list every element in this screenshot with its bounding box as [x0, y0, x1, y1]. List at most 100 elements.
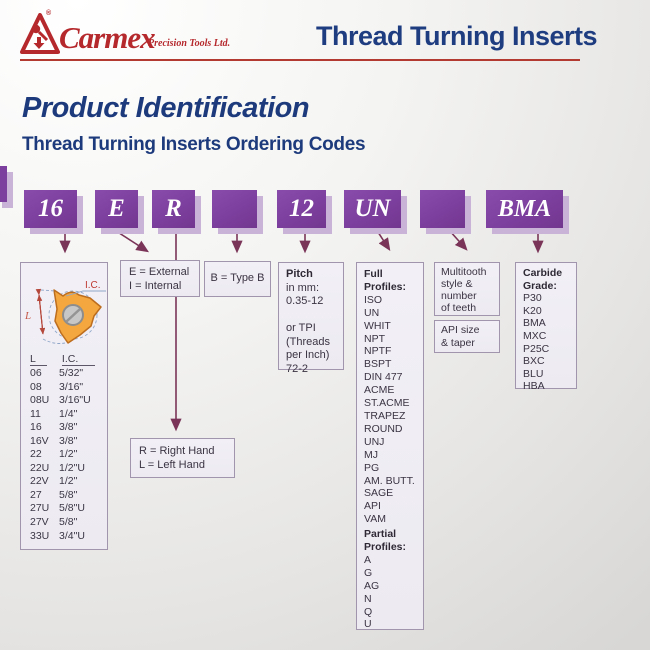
table-cell: 16V — [30, 434, 49, 447]
pitch-lines: in mm: 0.35-12 or TPI (Threads per Inch) 72-… — [286, 282, 343, 377]
table-cell: 11 — [30, 407, 41, 420]
list-item: ACME — [364, 384, 395, 397]
dimension-l-label: L — [24, 310, 31, 322]
list-item: 0.35-12 — [286, 295, 324, 307]
list-item: P30 — [523, 292, 542, 305]
table-cell: 22V — [30, 475, 49, 488]
table-row: 06 5/32" — [21, 367, 107, 381]
size-table-header-l: L — [30, 353, 47, 366]
table-row: 16V 3/8" — [21, 435, 107, 449]
list-item: API size — [441, 324, 480, 336]
decor-purple-sliver — [0, 166, 7, 202]
size-table: L I.C. 06 5/32" 08 3/16" 08U 3/16"U 11 1/4" 16 3/… — [21, 353, 107, 543]
profile-info-box: Full Profiles: ISO UN WHIT NPT NPTF BSPT DIN 4… — [356, 262, 424, 630]
list-item: U — [364, 618, 372, 631]
list-item: per Inch) — [286, 349, 330, 361]
section-subtitle: Thread Turning Inserts Ordering Codes — [22, 134, 366, 155]
list-item: MJ — [364, 448, 378, 461]
list-item: style & — [441, 278, 473, 291]
list-item: UNJ — [364, 435, 385, 448]
registered-mark: ® — [46, 10, 52, 17]
table-row: 08 3/16" — [21, 381, 107, 395]
list-item: or TPI — [286, 322, 316, 334]
list-item: I = Internal — [129, 280, 182, 292]
list-item: R = Right Hand — [139, 445, 215, 457]
list-item: ROUND — [364, 422, 403, 435]
brand-tagline: Precision Tools Ltd. — [148, 38, 231, 49]
table-cell: 1/2"U — [59, 461, 85, 474]
table-cell: 22U — [30, 461, 50, 474]
list-item: K20 — [523, 304, 542, 317]
list-item: L = Left Hand — [139, 459, 205, 471]
table-row: 08U 3/16"U — [21, 394, 107, 408]
type-b-info-box: B = Type B — [204, 261, 271, 297]
page-title: Thread Turning Inserts — [316, 21, 598, 51]
internal-external-info-box: E = External I = Internal — [120, 260, 200, 297]
table-cell: 33U — [30, 529, 50, 542]
list-item: MXC — [523, 329, 547, 342]
list-item: (Threads — [286, 335, 331, 348]
insert-diagram: L I.C. — [24, 280, 106, 344]
multitooth-info-box: Multitooth style & number of teeth — [434, 262, 500, 316]
table-cell: 08U — [30, 394, 50, 407]
list-item: ISO — [364, 293, 383, 306]
table-cell: 5/32" — [59, 367, 84, 379]
list-item: ST.ACME — [364, 397, 410, 410]
header-divider — [20, 59, 580, 61]
size-table-header: L I.C. — [21, 353, 107, 367]
list-item: SAGE — [364, 487, 394, 500]
list-item: WHIT — [364, 319, 391, 332]
table-row: 27V 5/8" — [21, 516, 107, 530]
table-row: 16 3/8" — [21, 421, 107, 435]
list-item — [286, 309, 343, 323]
list-item: API — [364, 500, 381, 513]
list-item: in mm: — [286, 281, 319, 294]
size-table-body: 06 5/32" 08 3/16" 08U 3/16"U 11 1/4" 16 3/8" 16V 3/… — [21, 367, 107, 543]
table-cell: 27 — [30, 488, 42, 501]
list-item: Q — [364, 605, 373, 618]
code-box-size: 16 — [24, 190, 77, 228]
list-item: A — [364, 553, 372, 566]
partial-profiles-title: Partial Profiles: — [364, 528, 407, 554]
carbide-grade-info-box: Carbide Grade: P30 K20 BMA MXC P25C BXC BLU HBA — [515, 262, 577, 392]
list-item: & taper — [441, 337, 475, 349]
code-box-grade: BMA — [486, 190, 563, 228]
code-box-profile: UN — [344, 190, 401, 228]
partial-profiles-list: A G AG N Q U — [364, 554, 423, 631]
table-cell: 1/2" — [59, 448, 78, 461]
code-box-multitooth — [420, 190, 465, 228]
table-cell: 5/8"U — [59, 502, 85, 515]
table-cell: 27V — [30, 516, 49, 529]
table-row: 33U 3/4"U — [21, 530, 107, 544]
table-row: 22V 1/2" — [21, 475, 107, 489]
full-profiles-title: Full Profiles: — [364, 268, 407, 293]
list-item: AM. BUTT. — [364, 474, 415, 487]
table-row: 22 1/2" — [21, 448, 107, 462]
list-item: N — [364, 592, 372, 605]
table-cell: 16 — [30, 421, 42, 434]
table-row: 27U 5/8"U — [21, 502, 107, 516]
list-item: NPT — [364, 332, 385, 345]
hand-info-box: R = Right Hand L = Left Hand — [130, 438, 235, 478]
table-cell: 22 — [30, 448, 42, 461]
full-profiles-list: ISO UN WHIT NPT NPTF BSPT DIN 477 ACME ST.ACME TR… — [364, 294, 423, 526]
list-item: BLU — [523, 367, 544, 380]
table-cell: 06 — [30, 367, 42, 379]
code-box-pitch: 12 — [277, 190, 326, 228]
code-box-type-b — [212, 190, 257, 228]
carbide-grade-title: Carbide Grade: — [523, 267, 563, 292]
list-item: AG — [364, 579, 380, 592]
table-row: 22U 1/2"U — [21, 462, 107, 476]
list-item: of teeth — [441, 302, 477, 315]
list-item: P25C — [523, 342, 550, 355]
code-box-hand: R — [152, 190, 195, 228]
carmex-logo-icon — [20, 13, 60, 54]
list-item: 72-2 — [286, 362, 309, 375]
table-cell: 5/8" — [59, 516, 78, 529]
table-row: 11 1/4" — [21, 408, 107, 422]
list-item: Multitooth — [441, 266, 487, 278]
brand-name: Carmex — [59, 20, 156, 55]
table-cell: 3/16" — [59, 380, 84, 393]
table-row: 27 5/8" — [21, 489, 107, 503]
